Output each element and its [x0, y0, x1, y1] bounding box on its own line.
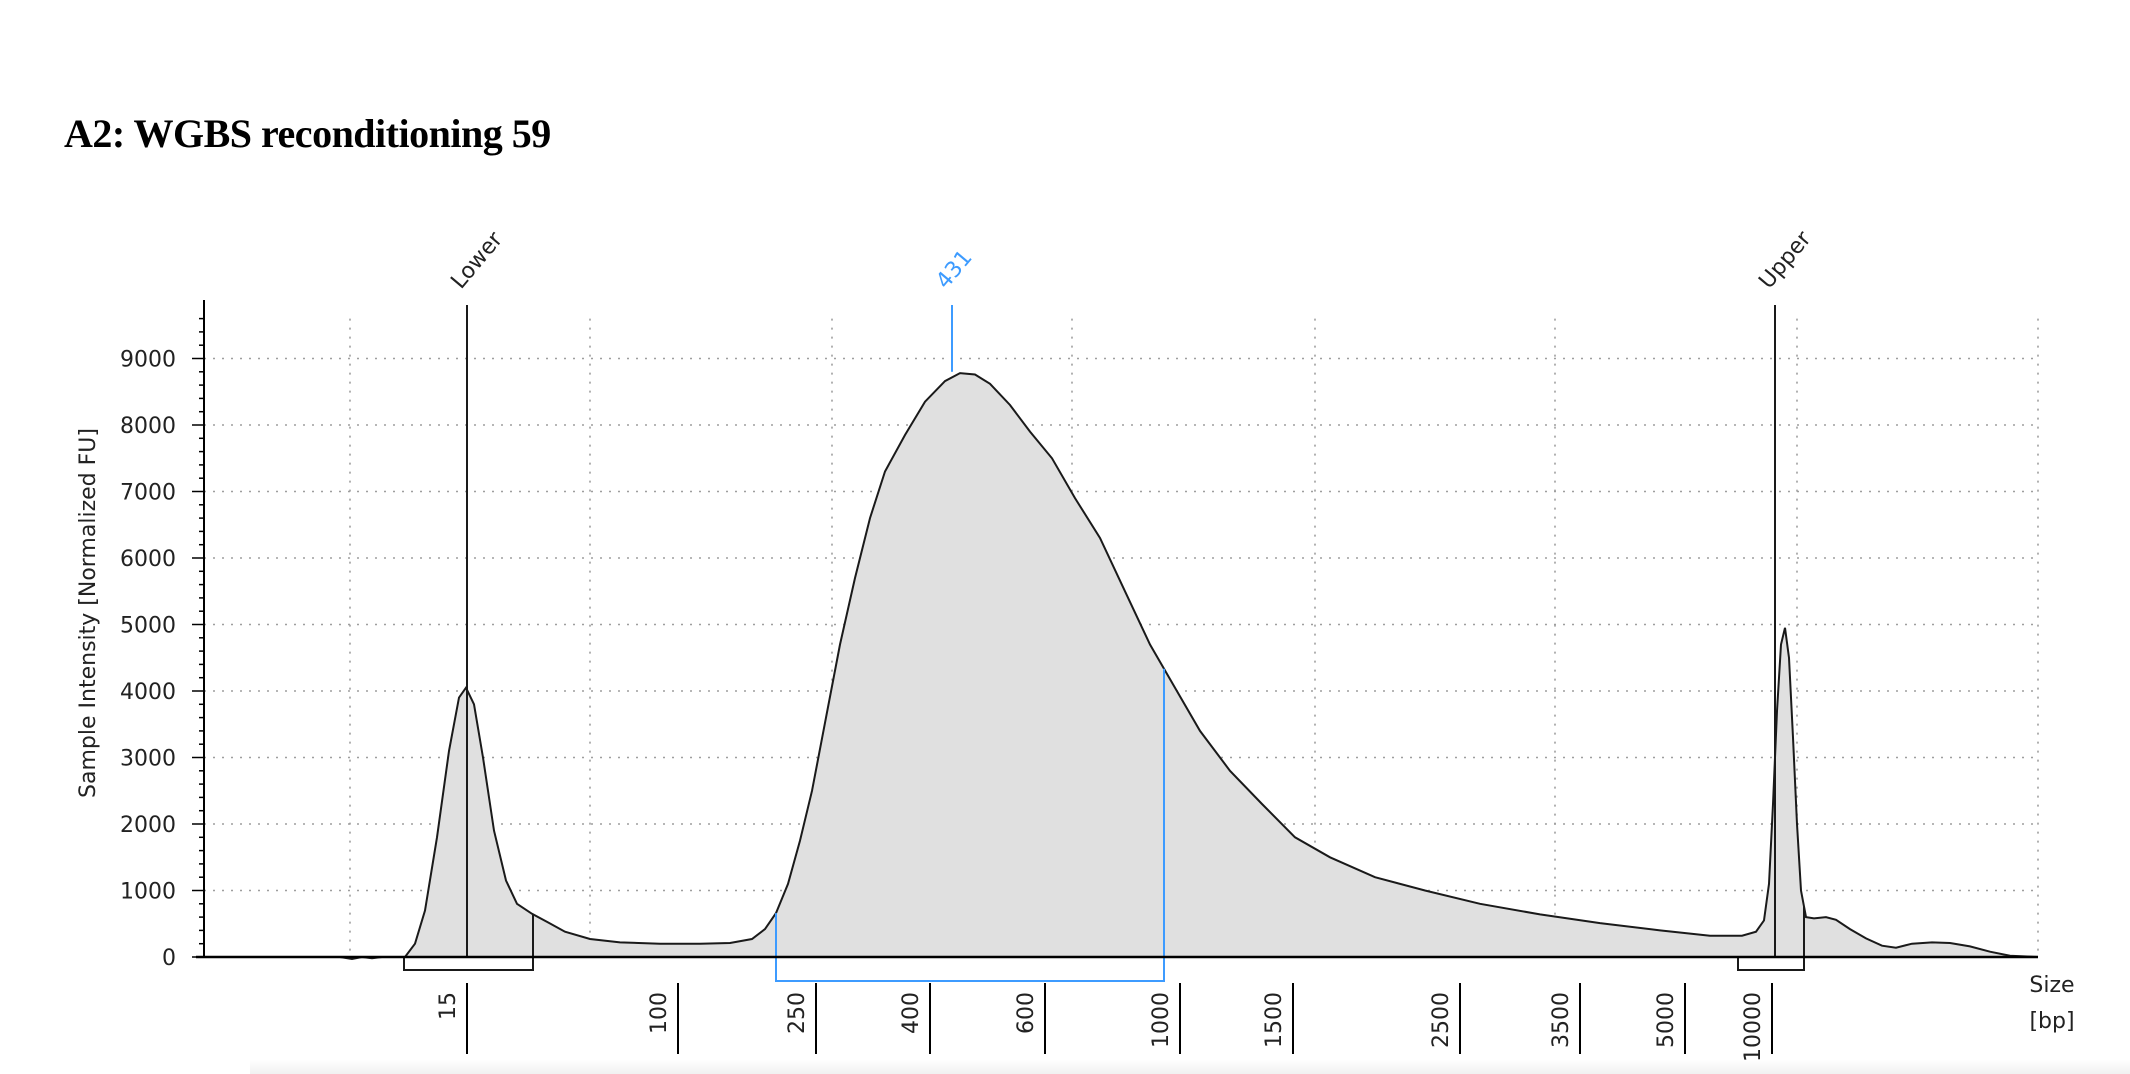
x-tick-label: 5000 [1654, 992, 1679, 1048]
trace-area [204, 373, 2038, 960]
x-tick-label: 15 [436, 992, 461, 1020]
x-tick-label: 3500 [1549, 992, 1574, 1048]
y-tick-label: 1000 [120, 880, 176, 905]
peak-label: Lower [446, 227, 508, 294]
x-tick-label: 1500 [1262, 992, 1287, 1048]
peak-label: 431 [931, 246, 977, 294]
y-axis-label: Sample Intensity [Normalized FU] [76, 428, 101, 798]
x-tick-layer: 15 100 250 400 600 1000 1500 2500 3500 5000 10000 [436, 983, 1773, 1062]
x-tick-label: 600 [1014, 992, 1039, 1034]
page-title: A2: WGBS reconditioning 59 [64, 111, 551, 156]
x-tick-label: 2500 [1429, 992, 1454, 1048]
axes-layer [192, 300, 2038, 959]
y-tick-label: 9000 [120, 348, 176, 373]
x-tick-label: 10000 [1741, 992, 1766, 1062]
x-axis-label-unit: [bp] [2029, 1009, 2074, 1034]
y-tick-label: 4000 [120, 680, 176, 705]
region-layer [403, 668, 1805, 982]
y-tick-label: 6000 [120, 547, 176, 572]
y-tick-label: 8000 [120, 414, 176, 439]
peak-label: Upper [1754, 226, 1817, 294]
y-tick-label: 7000 [120, 481, 176, 506]
x-tick-label: 100 [647, 992, 672, 1034]
bottom-fade [250, 1060, 2130, 1074]
y-tick-label: 2000 [120, 813, 176, 838]
y-tick-label: 5000 [120, 614, 176, 639]
x-tick-label: 250 [785, 992, 810, 1034]
trace-line [204, 372, 2039, 961]
y-tick-label: 3000 [120, 747, 176, 772]
x-tick-label: 1000 [1149, 992, 1174, 1048]
region-bracket [403, 914, 534, 971]
x-axis-label-size: Size [2029, 973, 2074, 998]
region-bracket [1737, 906, 1805, 971]
y-tick-layer: 0 1000 2000 3000 4000 5000 6000 7000 8000 9000 [120, 348, 176, 972]
x-tick-label: 400 [899, 992, 924, 1034]
region-bracket-main [775, 668, 1165, 982]
y-tick-label: 0 [162, 946, 176, 971]
